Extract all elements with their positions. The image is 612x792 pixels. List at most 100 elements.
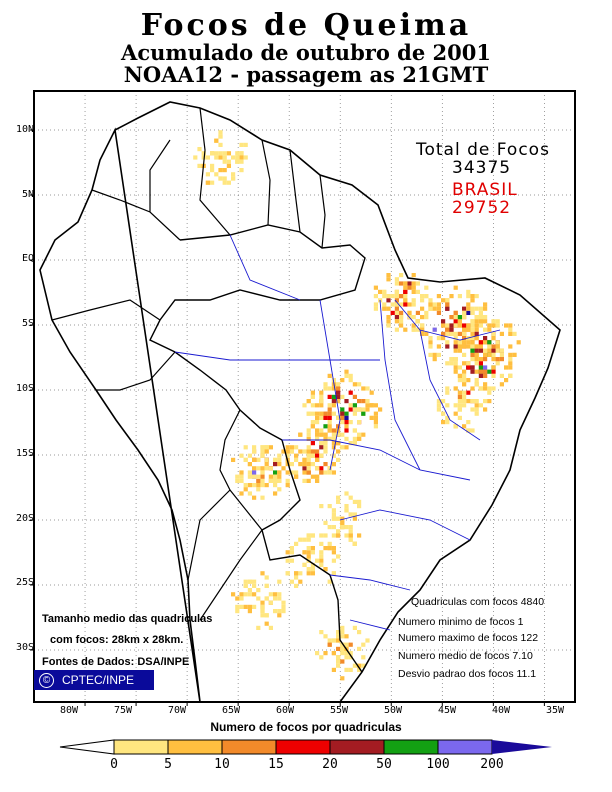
fire-cell [260,600,265,605]
fire-cell [352,663,357,668]
fire-cell [252,604,257,609]
fire-cell [487,348,492,353]
fire-cell [491,344,496,349]
fire-cell [327,394,332,399]
fire-cell [453,369,458,374]
fire-cell [361,407,366,412]
fire-cell [436,344,441,349]
fire-cell [483,352,488,357]
fire-cell [310,533,315,538]
fire-cell [432,357,437,362]
fire-cell [352,403,357,408]
fire-cell [323,651,328,656]
fire-cell [390,310,395,315]
fire-cell [235,159,240,164]
fire-cell [281,466,286,471]
fire-cell [344,667,349,672]
fire-cell [252,583,257,588]
fire-cell [319,504,324,509]
lon-label-50w: 50W [383,705,403,716]
fire-cell [470,331,475,336]
fire-cell [319,533,324,538]
fire-cell [260,474,265,479]
fire-cell [319,403,324,408]
fire-cell [449,361,454,366]
fire-cell [386,315,391,320]
fire-cell [315,436,320,441]
fire-cell [394,281,399,286]
fire-cell [277,457,282,462]
fire-cell [323,436,328,441]
fire-cell [235,609,240,614]
fire-cell [441,298,446,303]
fire-cell [294,474,299,479]
fire-cell [357,667,362,672]
fire-cell [394,302,399,307]
fire-cell [348,529,353,534]
fire-cell [340,411,345,416]
fire-cell [260,445,265,450]
fire-cell [319,470,324,475]
fire-cell [306,571,311,576]
fire-cell [340,394,345,399]
fire-cell [310,390,315,395]
fire-cell [260,470,265,475]
fire-cell [214,138,219,143]
fire-cell [436,352,441,357]
fire-cell [268,625,273,630]
fire-cell [336,499,341,504]
cptec-logo: © CPTEC/INPE [34,670,154,690]
fire-cell [306,462,311,467]
fire-cell [197,163,202,168]
fire-cell [432,327,437,332]
fire-cell [289,445,294,450]
fire-cell [483,348,488,353]
lat-label-15s: 15S [15,448,34,459]
fire-cell [239,592,244,597]
fire-cell [281,604,286,609]
fire-cell [348,667,353,672]
fire-cell [436,302,441,307]
fire-cell [218,134,223,139]
fire-cell [457,390,462,395]
fire-cell [256,588,261,593]
fire-cell [453,365,458,370]
fire-cell [310,424,315,429]
lat-label-5s: 5S [21,318,34,329]
fire-cell [306,537,311,542]
fire-cell [323,567,328,572]
fire-cell [424,310,429,315]
fire-cell [306,457,311,462]
fire-cell [478,365,483,370]
fire-cell [453,403,458,408]
fire-cell [319,655,324,660]
fire-cell [411,298,416,303]
fire-cell [403,294,408,299]
fire-cell [478,386,483,391]
fire-cell [457,407,462,412]
fire-cell [256,457,261,462]
fire-cell [264,583,269,588]
fire-cell [327,470,332,475]
fire-cell [336,516,341,521]
fire-cell [336,663,341,668]
fire-cell [273,609,278,614]
fire-cell [323,546,328,551]
fire-cell [357,504,362,509]
fire-cell [277,596,282,601]
fire-cell [382,302,387,307]
fire-cell [260,613,265,618]
fire-cell [491,386,496,391]
fire-cell [268,466,273,471]
fire-cell [466,327,471,332]
fire-cell [319,562,324,567]
fire-cell [474,411,479,416]
fire-cell [252,466,257,471]
fire-cell [445,344,450,349]
fire-cell [470,357,475,362]
fire-cell [331,436,336,441]
fire-cell [428,340,433,345]
fire-cell [478,306,483,311]
fire-cell [331,470,336,475]
fire-cell [331,445,336,450]
